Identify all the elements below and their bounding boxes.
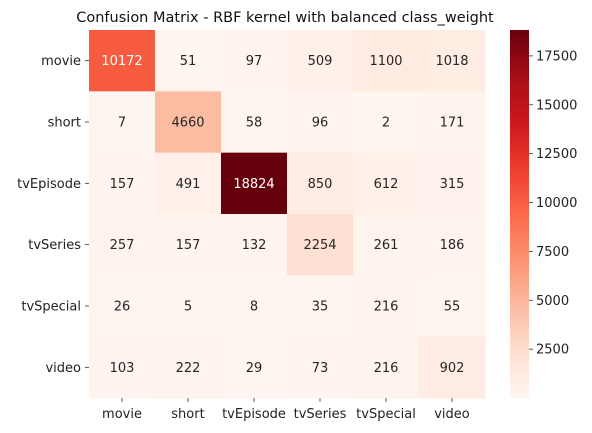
- heatmap-cell: [287, 275, 354, 338]
- x-tick-label: tvEpisode: [222, 407, 286, 422]
- cell-value-label: 10172: [101, 54, 142, 69]
- y-tick-label: tvSpecial: [21, 300, 81, 315]
- cell-value-label: 96: [312, 116, 329, 131]
- heatmap-cell: [155, 214, 222, 276]
- heatmap-cell: [89, 214, 156, 276]
- cell-value-label: 26: [114, 300, 131, 315]
- heatmap-cell: [221, 91, 288, 154]
- cell-value-label: 612: [374, 177, 399, 192]
- chart-title: Confusion Matrix - RBF kernel with balan…: [76, 10, 494, 26]
- heatmap-cell: [89, 336, 156, 399]
- heatmap-cell: [353, 275, 420, 338]
- heatmap-cell: [419, 30, 486, 92]
- heatmap-cell: [89, 275, 156, 338]
- x-tick-label: short: [171, 407, 204, 422]
- cell-value-label: 315: [440, 177, 465, 192]
- heatmap-cell: [287, 336, 354, 399]
- cell-value-label: 29: [246, 361, 263, 376]
- x-tick-label: video: [434, 407, 470, 422]
- heatmap-cell: [353, 91, 420, 154]
- heatmap-cell: [155, 91, 222, 154]
- heatmap-cell: [419, 91, 486, 154]
- cell-value-label: 157: [110, 177, 135, 192]
- heatmap-cell: [419, 336, 486, 399]
- y-tick-label: tvSeries: [28, 238, 81, 253]
- cell-value-label: 216: [374, 300, 399, 315]
- cell-value-label: 132: [242, 238, 267, 253]
- cell-value-label: 55: [444, 300, 461, 315]
- colorbar-tick-label: 7500: [536, 245, 569, 260]
- heatmap-cell: [89, 30, 156, 92]
- x-tick-labels: movie short tvEpisode tvSeries tvSpecial vide…: [102, 398, 470, 422]
- cell-value-label: 58: [246, 116, 263, 131]
- cell-value-label: 97: [246, 54, 263, 69]
- heatmap-cell: [155, 275, 222, 338]
- heatmap-cell: [353, 152, 420, 215]
- heatmap-cell: [155, 30, 222, 92]
- x-tick-label: movie: [102, 407, 142, 422]
- cell-value-label: 257: [110, 238, 135, 253]
- x-tick-label: tvSeries: [294, 407, 347, 422]
- cell-value-label: 73: [312, 361, 329, 376]
- colorbar-tick-label: 5000: [536, 294, 569, 309]
- cell-value-label: 2254: [303, 238, 336, 253]
- cell-value-label: 18824: [233, 177, 274, 192]
- heatmap-cell: [287, 152, 354, 215]
- colorbar-tick-label: 2500: [536, 343, 569, 358]
- heatmap-cell: [287, 214, 354, 276]
- colorbar-tick-label: 10000: [536, 196, 577, 211]
- cell-value-label: 5: [184, 300, 192, 315]
- heatmap-cell: [221, 275, 288, 338]
- heatmap-cell: [353, 336, 420, 399]
- cell-value-label: 1100: [369, 54, 402, 69]
- cell-value-label: 261: [374, 238, 399, 253]
- heatmap-cell: [221, 336, 288, 399]
- x-tick-label: tvSpecial: [356, 407, 416, 422]
- cell-value-label: 157: [176, 238, 201, 253]
- heatmap-cell: [353, 214, 420, 276]
- cell-value-label: 8: [250, 300, 258, 315]
- heatmap-cell: [89, 91, 156, 154]
- cell-value-label: 171: [440, 116, 465, 131]
- heatmap-cell: [155, 152, 222, 215]
- cell-value-label: 7: [118, 116, 126, 131]
- heatmap-cell: [287, 30, 354, 92]
- y-tick-label: movie: [41, 54, 81, 69]
- heatmap-cell: [221, 214, 288, 276]
- colorbar: 2500 5000 7500 10000 12500 15000 17500: [510, 30, 577, 398]
- cell-value-label: 103: [110, 361, 135, 376]
- colorbar-tick-label: 17500: [536, 49, 577, 64]
- cell-value-label: 850: [308, 177, 333, 192]
- cell-value-label: 186: [440, 238, 465, 253]
- cell-value-label: 35: [312, 300, 329, 315]
- heatmap-cell: [419, 214, 486, 276]
- cell-value-label: 491: [176, 177, 201, 192]
- y-tick-label: video: [45, 361, 81, 376]
- heatmap-cell: [155, 336, 222, 399]
- cell-value-label: 509: [308, 54, 333, 69]
- y-tick-labels: movie short tvEpisode tvSeries tvSpecial vide…: [17, 54, 89, 376]
- heatmap-cell: [419, 152, 486, 215]
- heatmap-cell: [89, 152, 156, 215]
- cell-value-label: 51: [180, 54, 197, 69]
- cell-value-label: 4660: [171, 116, 204, 131]
- colorbar-gradient: [510, 30, 529, 398]
- heatmap-cell: [221, 30, 288, 92]
- heatmap-cell: [221, 152, 288, 215]
- cell-value-label: 1018: [435, 54, 468, 69]
- heatmap-cell: [353, 30, 420, 92]
- colorbar-tick-label: 12500: [536, 147, 577, 162]
- heatmap-cell: [419, 275, 486, 338]
- cell-value-label: 222: [176, 361, 201, 376]
- cell-value-label: 902: [440, 361, 465, 376]
- y-tick-label: tvEpisode: [17, 177, 81, 192]
- y-tick-label: short: [48, 116, 81, 131]
- colorbar-tick-label: 15000: [536, 98, 577, 113]
- cell-value-label: 2: [382, 116, 390, 131]
- heatmap-cell: [287, 91, 354, 154]
- cell-value-label: 216: [374, 361, 399, 376]
